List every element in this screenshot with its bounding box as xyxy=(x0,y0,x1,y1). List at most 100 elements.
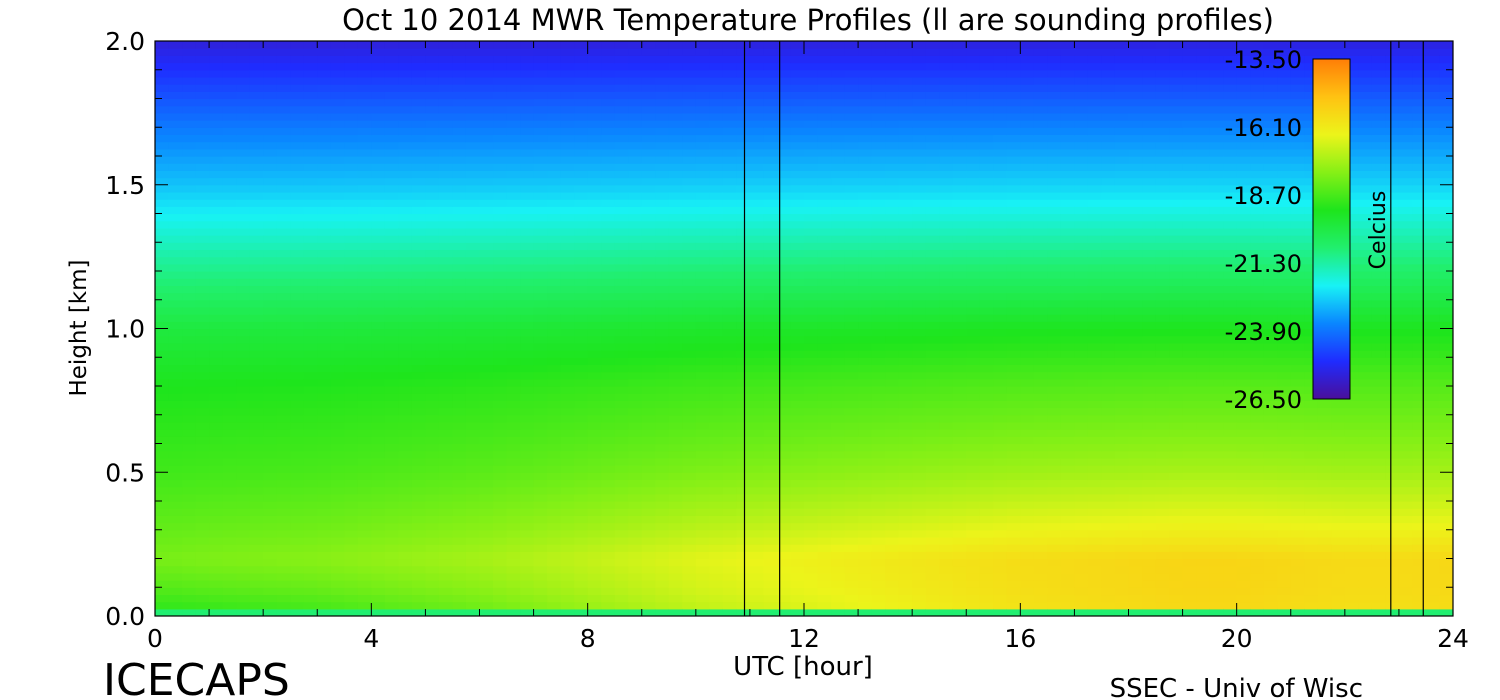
heatmap-cell xyxy=(614,55,629,64)
heatmap-cell xyxy=(182,278,197,286)
heatmap-cell xyxy=(898,48,913,56)
heatmap-cell xyxy=(885,479,900,488)
heatmap-cell xyxy=(979,357,994,366)
heatmap-cell xyxy=(303,472,318,481)
heatmap-cell xyxy=(804,580,819,588)
heatmap-cell xyxy=(898,580,913,588)
heatmap-cell xyxy=(506,601,521,610)
heatmap-cell xyxy=(317,364,332,373)
heatmap-cell xyxy=(303,393,318,401)
heatmap-cell xyxy=(520,163,535,171)
heatmap-cell xyxy=(384,134,399,143)
heatmap-cell xyxy=(614,213,629,222)
heatmap-cell xyxy=(939,220,954,229)
heatmap-cell xyxy=(195,206,210,215)
heatmap-cell xyxy=(425,62,440,71)
heatmap-cell xyxy=(411,421,427,430)
heatmap-cell xyxy=(222,335,237,344)
heatmap-cell xyxy=(817,256,832,265)
heatmap-cell xyxy=(479,227,494,236)
heatmap-cell xyxy=(776,127,792,136)
heatmap-cell xyxy=(655,141,670,150)
heatmap-cell xyxy=(858,112,873,121)
heatmap-cell xyxy=(371,62,386,71)
heatmap-cell xyxy=(871,112,886,121)
heatmap-cell xyxy=(168,227,183,236)
heatmap-cell xyxy=(885,127,900,136)
heatmap-cell xyxy=(655,177,670,186)
heatmap-cell xyxy=(682,170,697,179)
heatmap-cell xyxy=(709,227,724,236)
heatmap-cell xyxy=(547,220,562,229)
heatmap-cell xyxy=(817,587,832,596)
heatmap-cell xyxy=(668,98,683,107)
heatmap-cell xyxy=(384,450,399,459)
heatmap-cell xyxy=(479,400,494,409)
heatmap-cell xyxy=(330,558,345,567)
heatmap-cell xyxy=(655,378,670,387)
heatmap-cell xyxy=(763,558,778,567)
heatmap-cell xyxy=(817,98,832,107)
heatmap-cell xyxy=(371,242,386,251)
heatmap-cell xyxy=(979,501,994,509)
heatmap-cell xyxy=(452,479,467,488)
heatmap-cell xyxy=(263,170,278,179)
heatmap-cell xyxy=(330,306,345,315)
heatmap-cell xyxy=(357,580,372,588)
heatmap-cell xyxy=(776,120,792,128)
heatmap-cell xyxy=(641,335,656,344)
heatmap-cell xyxy=(804,393,819,401)
heatmap-cell xyxy=(547,120,562,128)
heatmap-cell xyxy=(520,278,535,286)
heatmap-cell xyxy=(628,163,643,171)
heatmap-cell xyxy=(668,594,683,603)
heatmap-cell xyxy=(506,98,521,107)
heatmap-cell xyxy=(465,148,481,157)
heatmap-cell xyxy=(276,565,291,574)
heatmap-cell xyxy=(952,220,967,229)
heatmap-cell xyxy=(831,364,846,373)
heatmap-cell xyxy=(493,544,508,552)
heatmap-cell xyxy=(736,335,751,344)
heatmap-cell xyxy=(398,177,413,186)
heatmap-cell xyxy=(209,486,224,495)
heatmap-cell xyxy=(303,206,318,215)
heatmap-cell xyxy=(560,407,575,416)
heatmap-cell xyxy=(276,608,291,616)
heatmap-cell xyxy=(858,48,873,56)
heatmap-cell xyxy=(858,393,873,401)
heatmap-cell xyxy=(249,608,264,616)
heatmap-cell xyxy=(952,501,967,509)
heatmap-cell xyxy=(966,572,981,581)
heatmap-cell xyxy=(925,134,940,143)
heatmap-cell xyxy=(709,278,724,286)
heatmap-cell xyxy=(493,112,508,121)
heatmap-cell xyxy=(817,357,832,366)
heatmap-cell xyxy=(776,278,792,286)
heatmap-cell xyxy=(952,558,967,567)
heatmap-cell xyxy=(614,407,629,416)
heatmap-cell xyxy=(452,177,467,186)
heatmap-cell xyxy=(182,515,197,524)
heatmap-cell xyxy=(438,177,454,186)
heatmap-cell xyxy=(425,357,440,366)
heatmap-cell xyxy=(952,357,967,366)
heatmap-cell xyxy=(303,191,318,200)
heatmap-cell xyxy=(493,127,508,136)
heatmap-cell xyxy=(804,350,819,358)
heatmap-cell xyxy=(858,156,873,164)
heatmap-cell xyxy=(912,450,927,459)
heatmap-cell xyxy=(438,472,454,481)
heatmap-cell xyxy=(790,501,805,509)
heatmap-cell xyxy=(695,112,710,121)
heatmap-cell xyxy=(749,450,765,459)
heatmap-cell xyxy=(574,386,589,394)
heatmap-cell xyxy=(885,335,900,344)
heatmap-cell xyxy=(601,321,616,330)
heatmap-cell xyxy=(574,206,589,215)
heatmap-cell xyxy=(520,227,535,236)
heatmap-cell xyxy=(966,414,981,423)
heatmap-cell xyxy=(303,328,318,337)
heatmap-cell xyxy=(885,249,900,258)
heatmap-cell xyxy=(695,572,710,581)
